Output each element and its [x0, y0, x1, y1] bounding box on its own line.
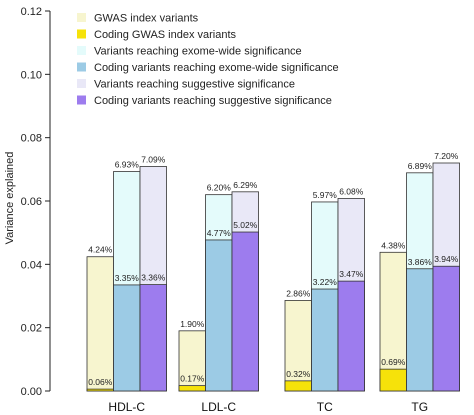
bar-ldl-c-5 — [231, 231, 259, 392]
data-labels: 4.24% 0.06% 6.93% 3.35% 7.09% 3.36% 1.90% 0.17%… — [88, 151, 459, 387]
data-label: 3.35% — [115, 273, 140, 283]
bar-tc-5 — [337, 280, 365, 392]
bar-tg-1 — [379, 368, 407, 392]
legend-label: Coding variants reaching exome-wide sign… — [94, 62, 339, 74]
legend-swatch — [77, 95, 86, 105]
category-label: TC — [317, 400, 333, 414]
bar-ldl-c-1 — [178, 385, 206, 392]
legend-swatch — [77, 46, 86, 55]
legend-swatch — [77, 29, 86, 39]
data-label: 3.47% — [339, 269, 364, 279]
data-label: 4.24% — [88, 245, 113, 255]
legend-label: GWAS index variants — [94, 13, 199, 25]
bar-tc-3 — [311, 288, 339, 392]
category-label: HDL-C — [108, 400, 145, 414]
legend-label: Coding GWAS index variants — [94, 29, 237, 41]
data-label: 5.02% — [233, 220, 258, 230]
category-label: TG — [411, 400, 428, 414]
data-label: 3.86% — [408, 257, 433, 267]
legend-label: Coding variants reaching suggestive sign… — [94, 95, 332, 107]
legend-swatch — [77, 13, 86, 22]
data-label: 0.69% — [381, 357, 406, 367]
y-tick-label: 0.06 — [21, 196, 42, 208]
data-label: 3.94% — [434, 254, 459, 264]
bar-hdl-c-1 — [86, 388, 114, 392]
bars — [86, 162, 460, 392]
y-axis: 0.00 0.02 0.04 0.06 0.08 0.10 0.12 — [21, 6, 51, 398]
y-tick-label: 0.12 — [21, 6, 42, 18]
y-tick-label: 0.04 — [21, 259, 42, 271]
data-label: 4.38% — [381, 240, 406, 250]
legend-label: Variants reaching suggestive significanc… — [94, 79, 295, 91]
data-label: 5.97% — [313, 190, 338, 200]
data-label: 4.77% — [207, 228, 232, 238]
legend: GWAS index variants Coding GWAS index var… — [77, 13, 339, 107]
legend-swatch — [77, 62, 86, 72]
data-label: 1.90% — [180, 319, 205, 329]
data-label: 7.20% — [434, 151, 459, 161]
bar-hdl-c-0 — [86, 256, 114, 392]
legend-label: Variants reaching exome-wide significanc… — [94, 46, 302, 58]
data-label: 6.20% — [207, 183, 232, 193]
data-label: 3.36% — [141, 273, 166, 283]
data-label: 0.32% — [286, 369, 311, 379]
bar-hdl-c-5 — [139, 284, 167, 392]
data-label: 2.86% — [286, 288, 311, 298]
y-tick-label: 0.02 — [21, 323, 42, 335]
data-label: 6.89% — [408, 161, 433, 171]
data-label: 6.29% — [233, 180, 258, 190]
bar-tg-3 — [406, 268, 434, 392]
category-labels: HDL-C LDL-C TC TG — [108, 400, 428, 414]
legend-swatch — [77, 79, 86, 88]
y-axis-title: Variance explained — [4, 152, 16, 245]
data-label: 0.17% — [180, 374, 205, 384]
y-tick-label: 0.00 — [21, 386, 42, 398]
bar-ldl-c-3 — [205, 239, 233, 392]
data-label: 3.22% — [313, 277, 338, 287]
bar-tc-1 — [284, 380, 312, 392]
bar-tg-0 — [379, 251, 407, 392]
data-label: 6.08% — [339, 186, 364, 196]
bar-hdl-c-3 — [113, 284, 141, 392]
data-label: 7.09% — [141, 154, 166, 164]
data-label: 6.93% — [115, 160, 140, 170]
category-label: LDL-C — [201, 400, 236, 414]
bar-tg-5 — [432, 265, 460, 392]
y-tick-label: 0.08 — [21, 133, 42, 145]
y-tick-label: 0.10 — [21, 69, 42, 81]
data-label: 0.06% — [88, 377, 113, 387]
